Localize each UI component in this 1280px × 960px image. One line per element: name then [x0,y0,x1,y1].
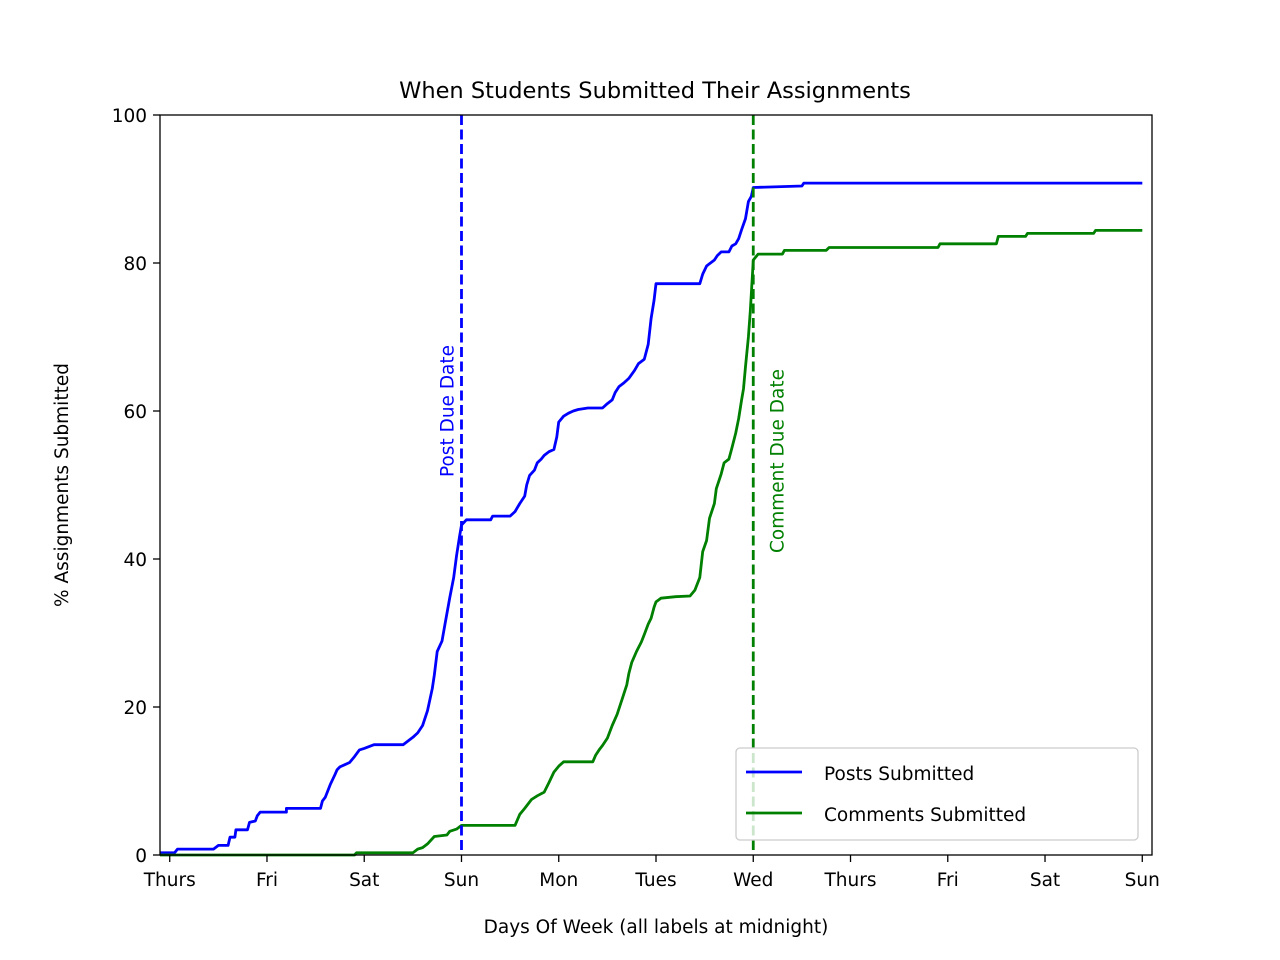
chart-title: When Students Submitted Their Assignment… [399,78,911,104]
legend-box [735,747,1139,841]
vline-label-comment-due-date: Comment Due Date [767,369,788,553]
x-axis-label: Days Of Week (all labels at midnight) [484,917,829,938]
series-layer [160,181,1143,857]
vline-label-post-due-date: Post Due Date [437,345,458,477]
legend: Posts Submitted Comments Submitted [735,747,1139,841]
x-tick-label: Fri [256,870,278,891]
series-line-comments-submitted [160,229,1143,857]
x-tick-label: Mon [539,870,578,891]
x-axis: Thurs Fri Sat Sun Mon Tues Wed Thurs Fri Sat Sun [143,855,1160,891]
y-tick-label: 60 [123,402,147,423]
x-tick-label: Thurs [824,870,877,891]
x-tick-label: Sun [444,870,479,891]
y-tick-label: 0 [135,846,147,867]
y-tick-label: 80 [123,254,147,275]
x-tick-label: Sat [1030,870,1060,891]
y-tick-label: 20 [123,698,147,719]
x-tick-label: Tues [634,870,676,891]
due-date-lines: Post Due Date Comment Due Date [437,115,788,855]
series-line-posts-submitted [160,181,1143,855]
x-tick-label: Wed [733,870,773,891]
x-tick-label: Thurs [143,870,196,891]
x-tick-label: Fri [937,870,959,891]
y-tick-label: 40 [123,550,147,571]
x-tick-label: Sat [349,870,379,891]
legend-label-posts: Posts Submitted [824,764,974,785]
y-tick-label: 100 [112,106,147,127]
legend-label-comments: Comments Submitted [824,805,1026,826]
y-axis: 0 20 40 60 80 100 [112,106,160,867]
plot-area: Post Due Date Comment Due Date [159,114,1153,857]
plot-background [160,115,1152,855]
x-tick-label: Sun [1125,870,1160,891]
y-axis-label: % Assignments Submitted [52,363,73,607]
